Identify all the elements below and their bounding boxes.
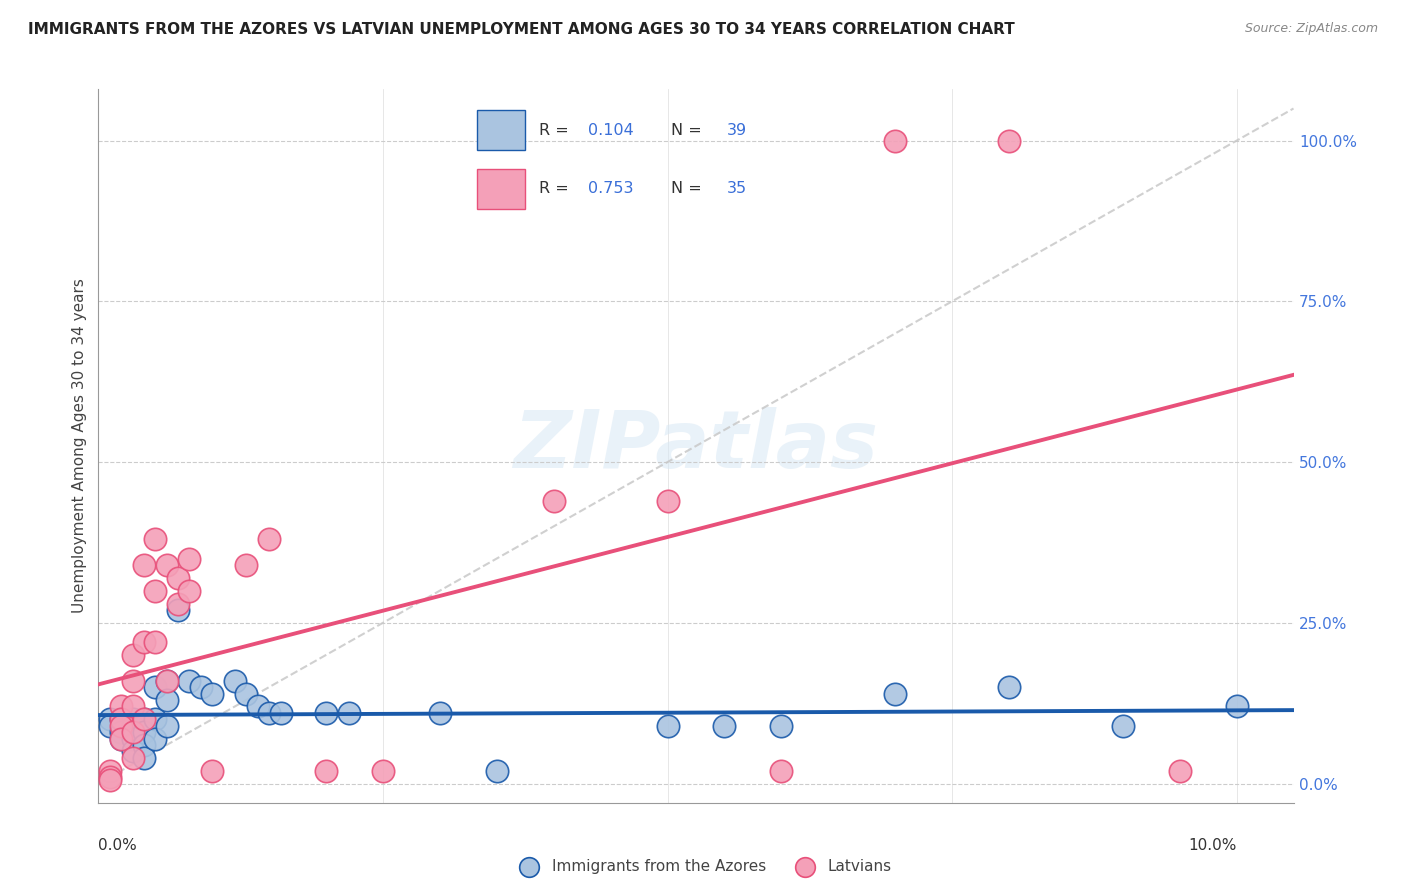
Point	[121, 673, 143, 688]
Point	[1226, 699, 1249, 714]
Legend: Immigrants from the Azores, Latvians: Immigrants from the Azores, Latvians	[508, 853, 898, 880]
Point	[235, 558, 257, 572]
Y-axis label: Unemployment Among Ages 30 to 34 years: Unemployment Among Ages 30 to 34 years	[72, 278, 87, 614]
Point	[121, 699, 143, 714]
Point	[224, 673, 246, 688]
Point	[132, 725, 155, 739]
Point	[98, 764, 121, 778]
Point	[98, 712, 121, 726]
Point	[110, 699, 132, 714]
Text: IMMIGRANTS FROM THE AZORES VS LATVIAN UNEMPLOYMENT AMONG AGES 30 TO 34 YEARS COR: IMMIGRANTS FROM THE AZORES VS LATVIAN UN…	[28, 22, 1015, 37]
Point	[713, 719, 735, 733]
Point	[98, 719, 121, 733]
Point	[543, 493, 565, 508]
Point	[143, 533, 166, 547]
Point	[201, 686, 224, 700]
Point	[156, 719, 179, 733]
Point	[110, 712, 132, 726]
Point	[132, 751, 155, 765]
Point	[121, 648, 143, 662]
Point	[132, 712, 155, 726]
Point	[121, 719, 143, 733]
Point	[156, 693, 179, 707]
Point	[257, 533, 280, 547]
Point	[167, 597, 190, 611]
Point	[884, 686, 907, 700]
Point	[110, 719, 132, 733]
Text: Source: ZipAtlas.com: Source: ZipAtlas.com	[1244, 22, 1378, 36]
Point	[657, 719, 679, 733]
Point	[257, 706, 280, 720]
Point	[190, 680, 212, 694]
Point	[770, 764, 793, 778]
Point	[337, 706, 360, 720]
Text: ZIPatlas: ZIPatlas	[513, 407, 879, 485]
Point	[110, 712, 132, 726]
Point	[179, 551, 201, 566]
Point	[143, 712, 166, 726]
Point	[143, 583, 166, 598]
Point	[1112, 719, 1135, 733]
Text: 0.0%: 0.0%	[98, 838, 138, 853]
Point	[132, 712, 155, 726]
Point	[315, 706, 337, 720]
Point	[371, 764, 394, 778]
Point	[998, 680, 1021, 694]
Point	[121, 751, 143, 765]
Point	[143, 731, 166, 746]
Point	[98, 773, 121, 788]
Point	[167, 571, 190, 585]
Point	[657, 493, 679, 508]
Point	[143, 635, 166, 649]
Point	[132, 635, 155, 649]
Point	[121, 725, 143, 739]
Point	[1168, 764, 1191, 778]
Point	[429, 706, 451, 720]
Point	[121, 744, 143, 758]
Point	[167, 603, 190, 617]
Point	[121, 731, 143, 746]
Point	[770, 719, 793, 733]
Point	[110, 731, 132, 746]
Point	[110, 725, 132, 739]
Point	[315, 764, 337, 778]
Point	[132, 738, 155, 752]
Point	[179, 583, 201, 598]
Point	[132, 558, 155, 572]
Point	[156, 558, 179, 572]
Point	[998, 134, 1021, 148]
Point	[179, 673, 201, 688]
Point	[110, 731, 132, 746]
Point	[884, 134, 907, 148]
Point	[143, 680, 166, 694]
Point	[235, 686, 257, 700]
Point	[201, 764, 224, 778]
Point	[156, 673, 179, 688]
Text: 10.0%: 10.0%	[1188, 838, 1237, 853]
Point	[98, 770, 121, 784]
Point	[270, 706, 292, 720]
Point	[485, 764, 508, 778]
Point	[246, 699, 269, 714]
Point	[156, 673, 179, 688]
Point	[121, 712, 143, 726]
